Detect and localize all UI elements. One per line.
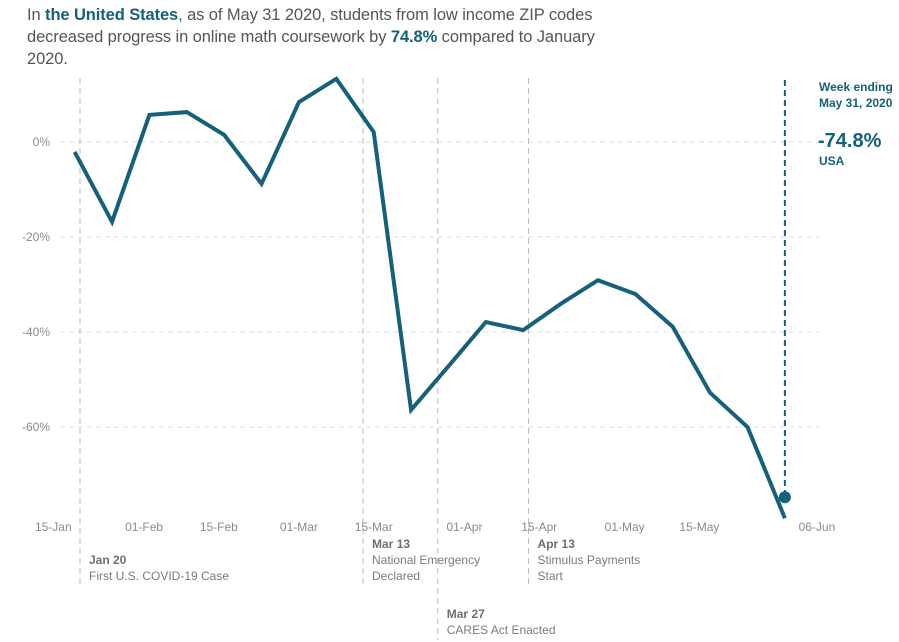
- data-point: [596, 278, 600, 282]
- event-description: Stimulus Payments: [538, 553, 641, 567]
- headline-place: the United States: [45, 6, 179, 24]
- headline-prefix: In: [27, 6, 46, 24]
- headline: In the United States, as of May 31 2020,…: [27, 4, 597, 70]
- data-point: [559, 302, 563, 306]
- data-point: [185, 110, 189, 114]
- y-tick-label: -20%: [22, 230, 50, 244]
- headline-value: 74.8%: [390, 28, 438, 46]
- event-description: First U.S. COVID-19 Case: [89, 569, 229, 583]
- event-description: CARES Act Enacted: [447, 623, 556, 637]
- callout-value: -74.8%: [818, 130, 882, 152]
- data-point: [73, 150, 77, 154]
- event-annotations: Jan 20 First U.S. COVID-19 Case Mar 13 Nati…: [79, 78, 641, 640]
- headline-middle: , as of May 31 2020, students from low i…: [27, 6, 593, 46]
- data-point: [222, 133, 226, 137]
- callout: Week ending May 31, 2020 -74.8% USA: [778, 80, 893, 504]
- data-point: [110, 220, 114, 224]
- data-point: [334, 77, 338, 81]
- x-tick-label: 01-May: [605, 520, 645, 534]
- data-point: [484, 320, 488, 324]
- event-date: Jan 20: [89, 553, 127, 567]
- y-axis-ticks: 0% -20% -40% -60%: [22, 135, 50, 434]
- event-description: National Emergency: [372, 553, 480, 567]
- data-point: [446, 364, 450, 368]
- series-line-usa: [72, 76, 787, 519]
- event-date: Mar 27: [447, 607, 485, 621]
- data-point: [671, 325, 675, 329]
- headline-suffix: compared to January 2020.: [27, 28, 595, 68]
- event-date: Mar 13: [372, 537, 410, 551]
- data-point: [746, 425, 750, 429]
- data-point: [521, 328, 525, 332]
- data-point: [260, 182, 264, 186]
- y-tick-label: -60%: [22, 420, 50, 434]
- data-point: [297, 100, 301, 104]
- x-tick-label: 01-Feb: [125, 520, 163, 534]
- series: [72, 76, 787, 520]
- x-tick-label: 15-Mar: [355, 520, 393, 534]
- callout-marker: [778, 491, 791, 504]
- data-point: [783, 516, 787, 520]
- x-tick-label: 15-Jan: [35, 520, 72, 534]
- x-tick-label: 06-Jun: [799, 520, 836, 534]
- data-point: [147, 113, 151, 117]
- x-tick-label: 01-Mar: [280, 520, 318, 534]
- data-point: [633, 292, 637, 296]
- callout-region: USA: [819, 154, 845, 168]
- y-tick-label: -40%: [22, 325, 50, 339]
- x-tick-label: 15-Apr: [521, 520, 557, 534]
- y-tick-label: 0%: [33, 135, 51, 149]
- data-point: [372, 130, 376, 134]
- x-tick-label: 01-Apr: [446, 520, 482, 534]
- x-axis-ticks: 15-Jan 01-Feb 15-Feb 01-Mar 15-Mar 01-Apr 15-A…: [35, 520, 835, 534]
- event-date: Apr 13: [538, 537, 576, 551]
- data-point: [409, 408, 413, 412]
- event-description: Declared: [372, 569, 420, 583]
- callout-heading: Week ending: [819, 80, 893, 94]
- callout-heading: May 31, 2020: [819, 96, 893, 110]
- gridlines: [60, 141, 820, 428]
- x-tick-label: 15-Feb: [200, 520, 238, 534]
- event-description: Start: [538, 569, 564, 583]
- data-point: [708, 391, 712, 395]
- x-tick-label: 15-May: [679, 520, 719, 534]
